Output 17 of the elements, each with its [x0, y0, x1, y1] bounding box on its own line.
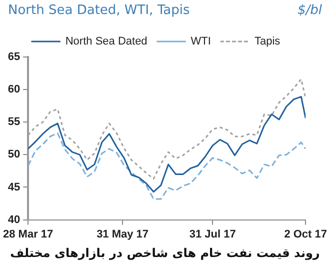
y-tick-label: 60 — [8, 84, 20, 96]
line-series — [28, 132, 306, 200]
y-tick-label: 40 — [8, 214, 20, 226]
legend-label: WTI — [190, 36, 211, 48]
x-tick-label: 31 May 17 — [96, 228, 149, 240]
legend-label: Tapis — [254, 36, 281, 48]
y-tick-label: 55 — [8, 116, 20, 128]
chart-title: North Sea Dated, WTI, Tapis — [8, 3, 190, 18]
y-tick-label: 50 — [8, 148, 20, 161]
text: روند قیمت نفت خام های شاخص در بازارهای مختلف — [9, 246, 321, 260]
y-axis-title: $/bl — [297, 3, 322, 18]
y-tick-label: 65 — [8, 51, 20, 64]
legend-label: North Sea Dated — [65, 36, 148, 48]
x-tick-label: 2 Oct 17 — [284, 228, 328, 240]
x-tick-label: 28 Mar 17 — [2, 228, 54, 240]
y-tick-label: 45 — [8, 181, 20, 194]
x-tick-label: 31 Jul 17 — [189, 228, 236, 240]
